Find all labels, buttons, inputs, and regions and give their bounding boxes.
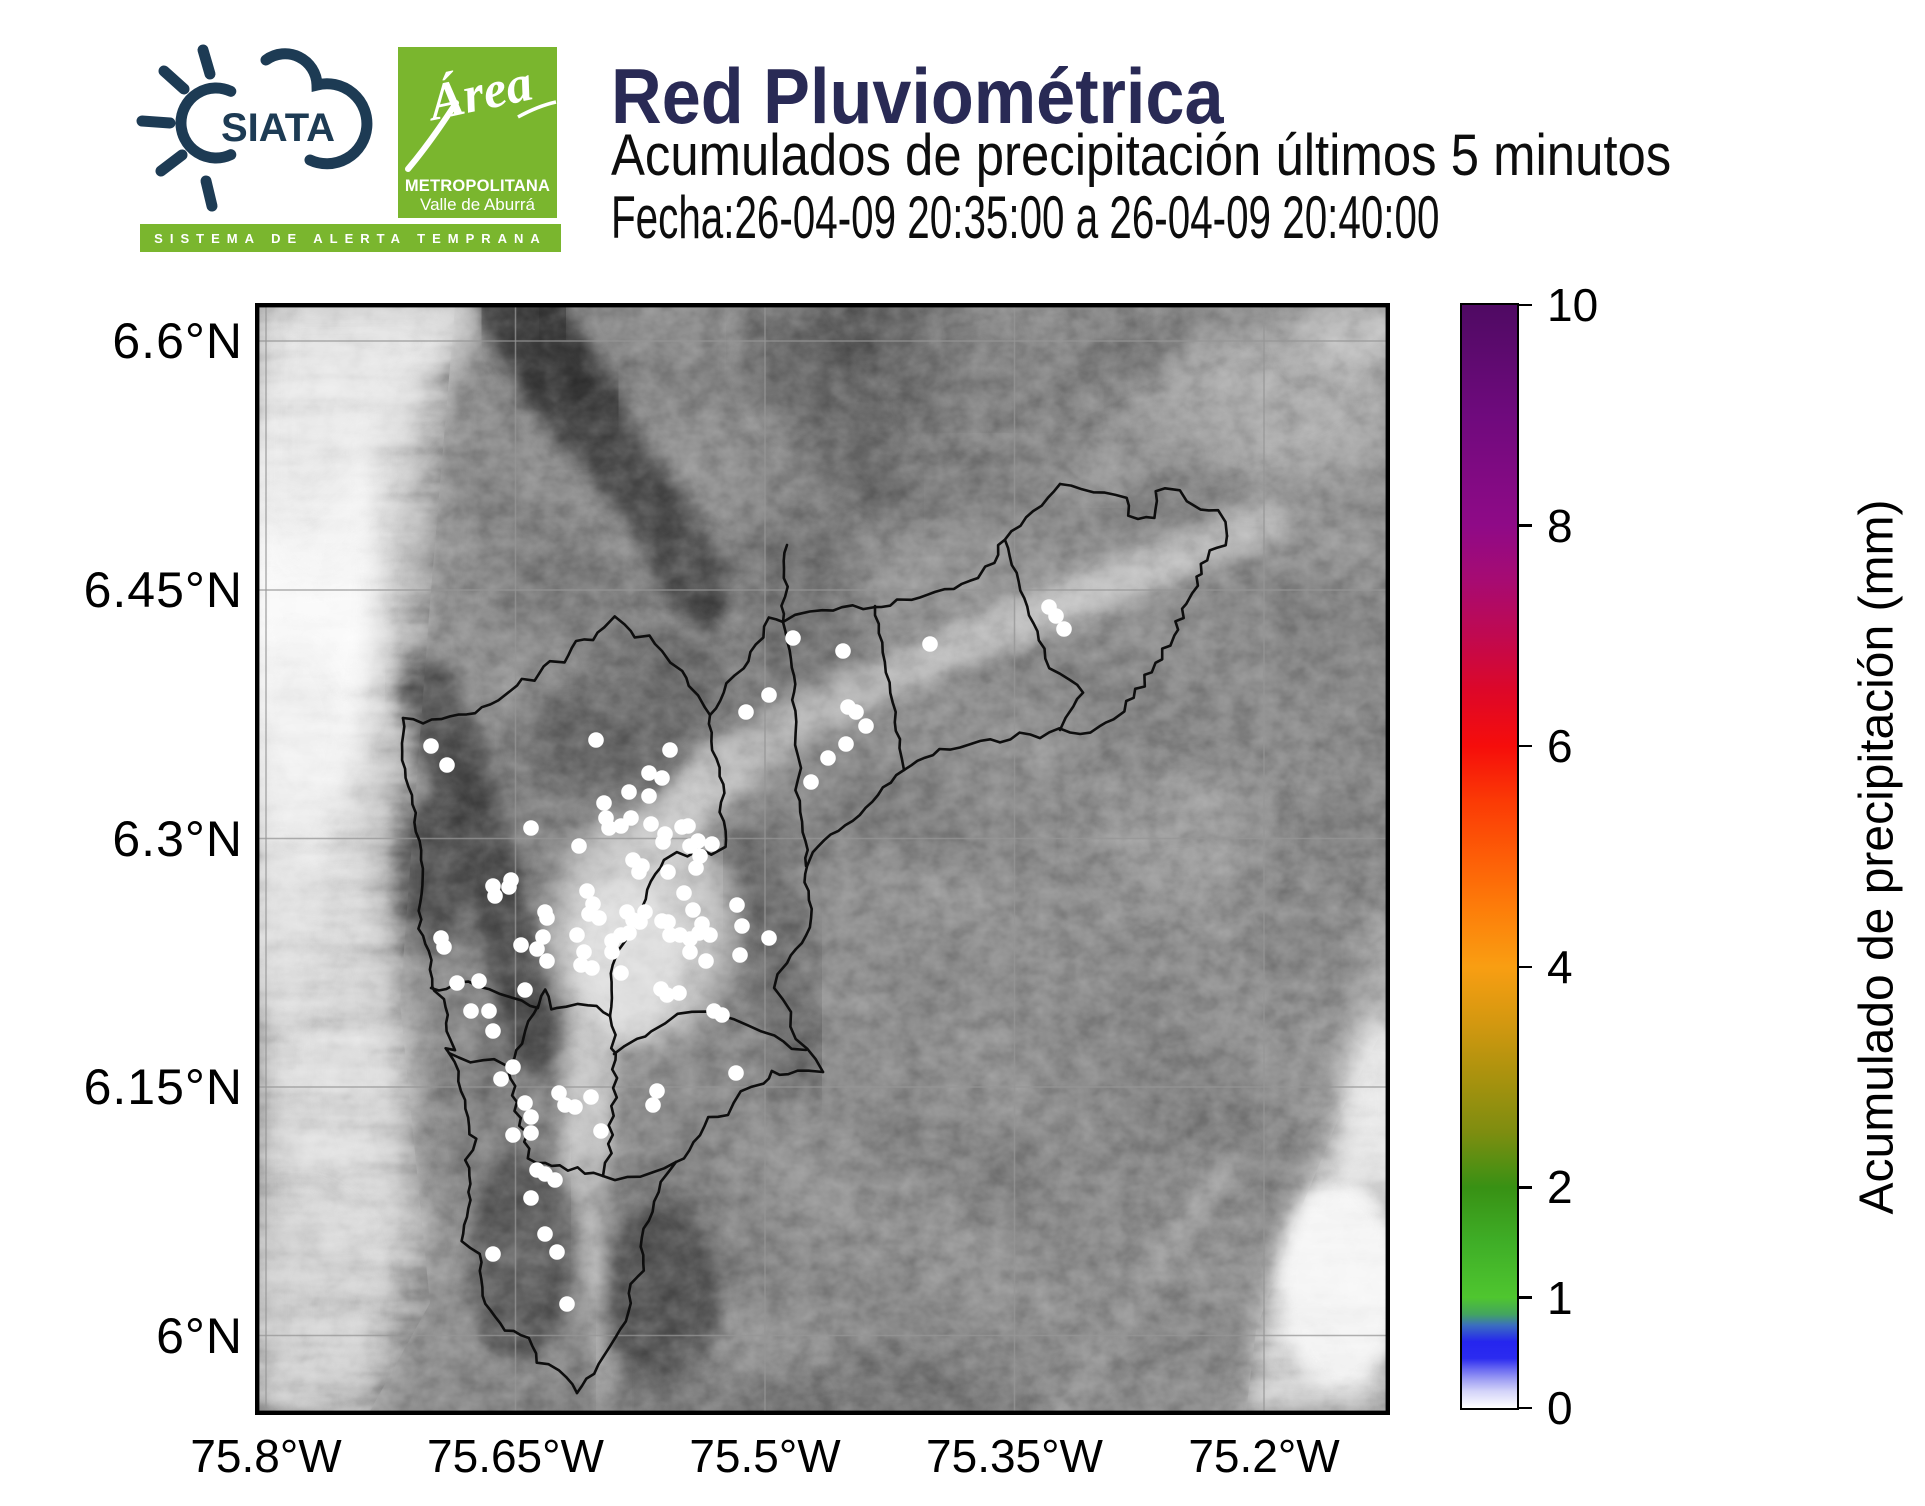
svg-text:SIATA: SIATA — [221, 106, 335, 150]
